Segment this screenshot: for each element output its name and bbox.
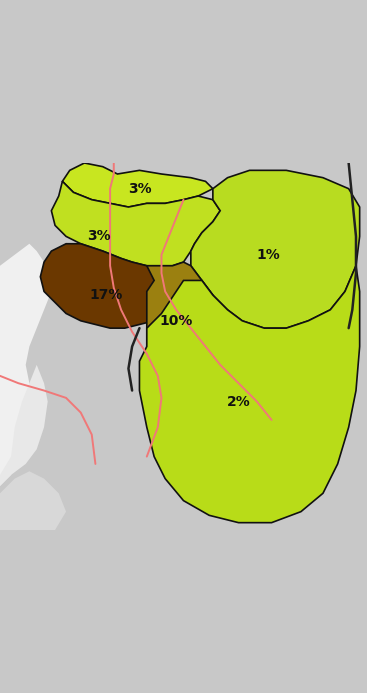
Text: 2%: 2% bbox=[227, 394, 250, 409]
Text: 3%: 3% bbox=[128, 182, 151, 195]
Polygon shape bbox=[147, 262, 231, 372]
Polygon shape bbox=[0, 244, 51, 486]
Text: 1%: 1% bbox=[256, 248, 280, 262]
Text: 10%: 10% bbox=[160, 314, 193, 328]
Polygon shape bbox=[51, 182, 220, 265]
Polygon shape bbox=[139, 265, 360, 523]
Text: 17%: 17% bbox=[90, 288, 123, 302]
Text: 3%: 3% bbox=[87, 229, 111, 243]
Polygon shape bbox=[40, 244, 176, 328]
Polygon shape bbox=[0, 471, 66, 530]
Polygon shape bbox=[62, 163, 213, 207]
Polygon shape bbox=[0, 365, 48, 486]
Polygon shape bbox=[191, 170, 360, 328]
